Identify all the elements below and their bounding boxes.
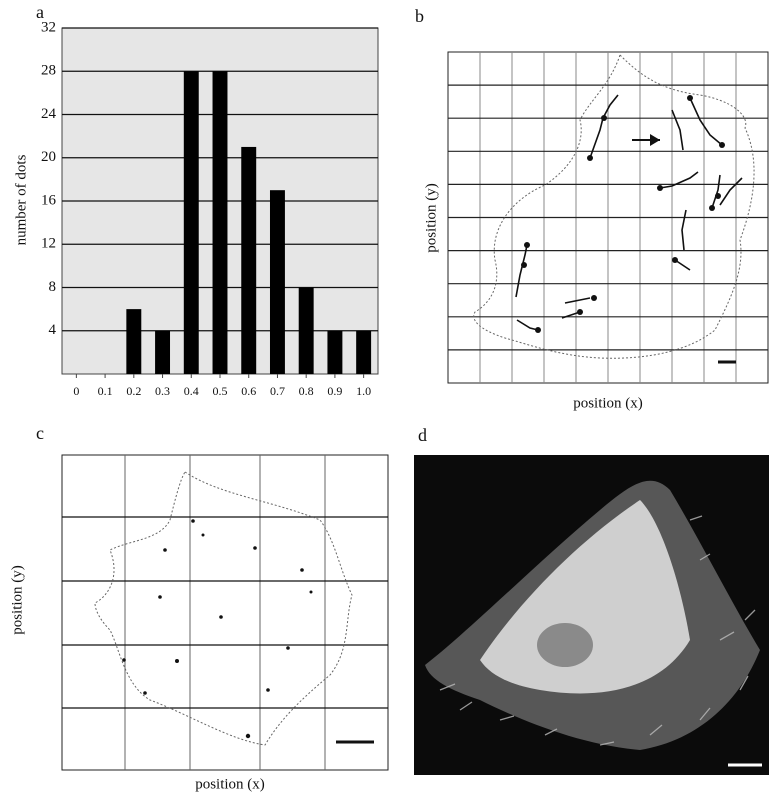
x-tick-label: 0.3 [155,384,170,398]
dots [521,95,725,333]
y-axis-label: position (y) [9,565,25,635]
panel-letter: d [418,425,427,445]
x-tick-label: 0.2 [126,384,141,398]
y-axis-label: number of dots [13,154,29,245]
y-tick-label: 24 [41,106,57,122]
x-axis-label: position (x) [573,395,643,411]
bar [155,330,171,374]
y-tick-label: 28 [41,63,56,79]
panel-b: b position (y) position (x) [415,6,769,411]
bar [212,71,228,374]
cell-outline [94,471,353,746]
x-tick-label: 0.6 [241,384,256,398]
panel-letter: c [36,423,44,443]
y-axis-label: position (y) [423,183,439,253]
bar [327,330,343,374]
x-tick-label: 0 [73,384,79,398]
grid [448,52,768,383]
x-tick-label: 1.0 [356,384,371,398]
bar [241,146,257,374]
dots [122,519,313,739]
x-tick-label: 0.1 [98,384,113,398]
y-tick-label: 32 [41,19,56,35]
cell-outline [473,54,755,359]
y-tick-label: 4 [49,322,57,338]
x-tick-label: 0.4 [184,384,199,398]
y-tick-label: 16 [41,192,57,208]
bar [183,71,199,374]
y-tick-label: 8 [49,279,57,295]
plot-frame [61,454,389,771]
panel-d: d [414,425,769,775]
x-tick-label: 0.8 [299,384,314,398]
bar [356,330,372,374]
x-tick-label: 0.7 [270,384,285,398]
bar [126,309,142,374]
panel-c: c position (y) position (x) [9,423,389,792]
bar [298,287,314,374]
x-axis-label: position (x) [195,776,265,792]
y-tick-label: 12 [41,236,56,252]
panel-letter: a [36,2,44,22]
x-tick-label: 0.5 [213,384,228,398]
x-tick-label: 0.9 [327,384,342,398]
y-tick-label: 20 [41,149,56,165]
panel-letter: b [415,6,424,26]
bar [269,190,285,374]
